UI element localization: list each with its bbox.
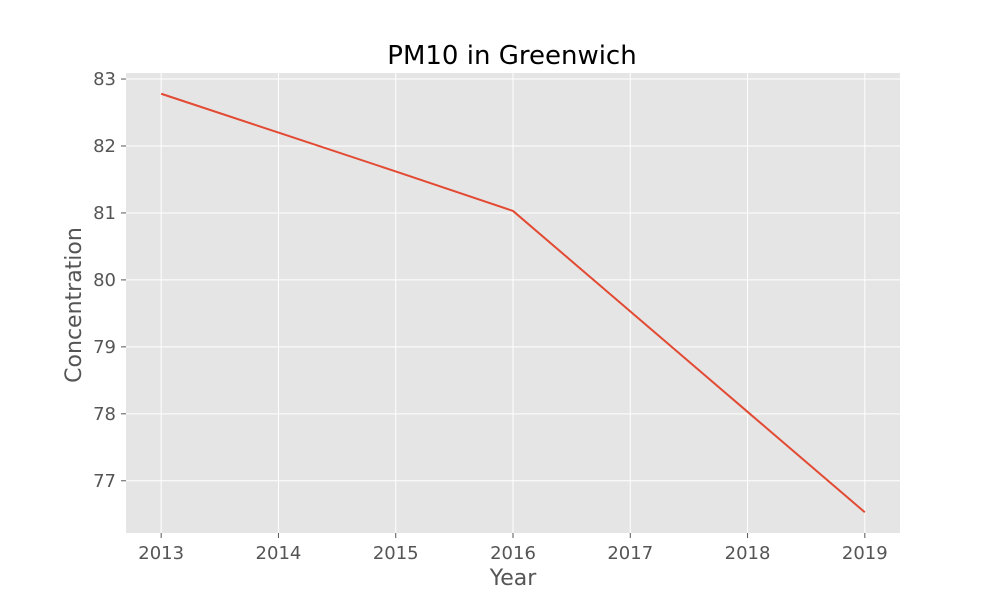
y-tick-label: 78 — [93, 404, 116, 425]
axis-ticks: 2013 2014 2015 2016 2017 2018 2019 77 78 79 80 81 82… — [93, 69, 888, 564]
y-tick-label: 83 — [93, 69, 116, 90]
x-tick-label: 2018 — [725, 543, 771, 564]
x-tick-label: 2016 — [490, 543, 536, 564]
y-tick-label: 77 — [93, 471, 116, 492]
chart-title: PM10 in Greenwich — [387, 41, 636, 71]
series-layer — [160, 92, 866, 514]
y-tick-label: 80 — [93, 270, 116, 291]
grid-lines — [126, 73, 900, 533]
x-tick-label: 2019 — [842, 543, 888, 564]
x-tick-label: 2014 — [256, 543, 302, 564]
x-tick-label: 2015 — [373, 543, 419, 564]
y-tick-label: 82 — [93, 136, 116, 157]
y-axis-label: Concentration — [62, 227, 87, 383]
x-tick-label: 2017 — [607, 543, 653, 564]
x-axis-label: Year — [489, 566, 538, 591]
y-tick-label: 81 — [93, 203, 116, 224]
series-line — [160, 92, 866, 514]
x-tick-label: 2013 — [138, 543, 184, 564]
y-tick-label: 79 — [93, 337, 116, 358]
